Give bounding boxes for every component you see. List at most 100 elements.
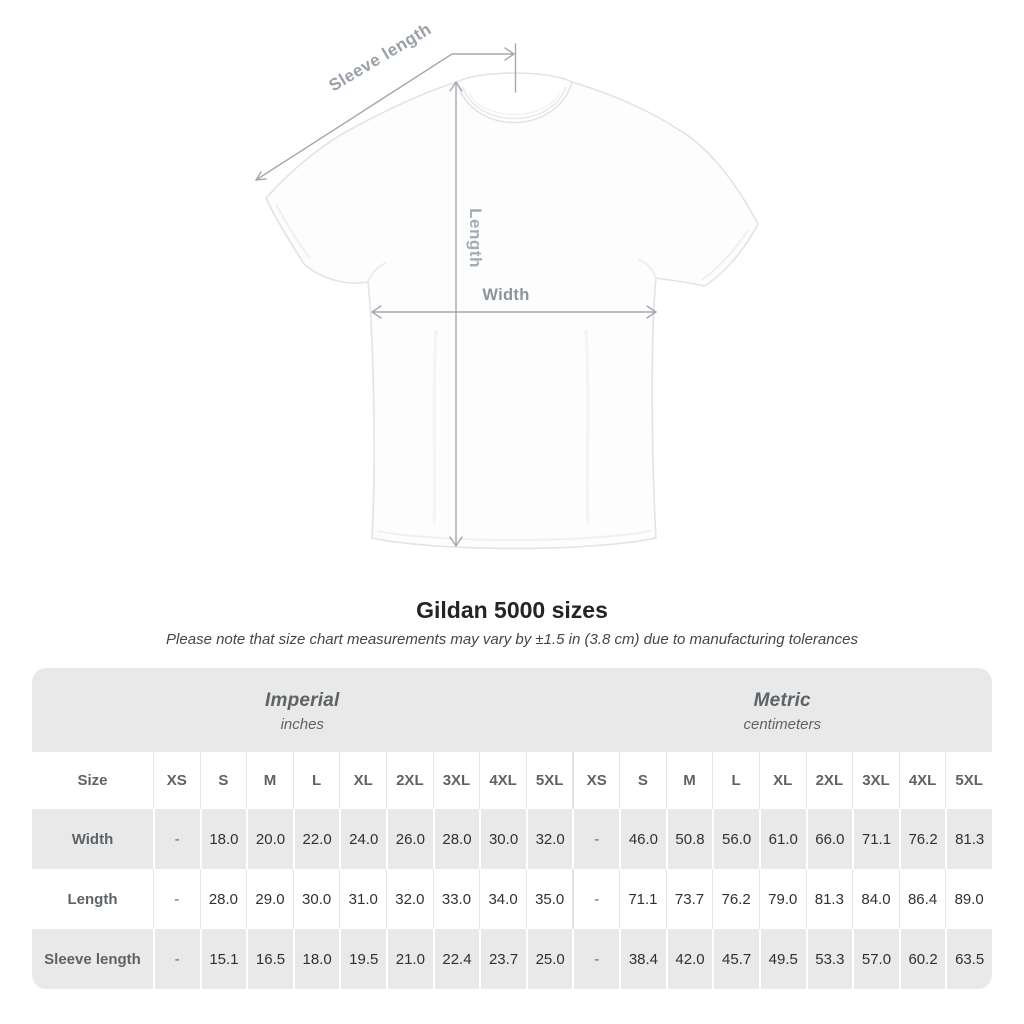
size-col-metric-l: L	[712, 752, 759, 809]
size-col-metric-xl: XL	[758, 752, 806, 809]
collar-rib-line-2	[468, 91, 561, 116]
size-col-imperial-m: M	[246, 752, 293, 809]
length-metric-3xl: 84.0	[852, 869, 899, 929]
row-label-length: Length	[67, 890, 118, 908]
sleeve-length-arrow	[255, 53, 515, 181]
length-imperial-3xl: 33.0	[432, 869, 480, 929]
size-header-label: Size	[77, 772, 108, 789]
width-imperial-m: 20.0	[246, 809, 293, 869]
width-imperial-2xl: 26.0	[386, 809, 433, 869]
sleeve-length-metric-l: 45.7	[712, 929, 759, 989]
sleeve-length-metric-m: 42.0	[665, 929, 713, 989]
length-metric-s: 71.1	[619, 869, 666, 929]
length-arrowhead-top	[449, 81, 463, 92]
width-arrowhead-right	[646, 305, 657, 319]
underarm-shadow-left	[367, 262, 387, 283]
measure-row-length: Length -28.0 29.0 30.0 31.0 32.0 33.0 34.0 35.0-…	[32, 869, 992, 929]
width-metric-2xl: 66.0	[805, 809, 853, 869]
length-imperial-l: 30.0	[292, 869, 340, 929]
width-metric-l: 56.0	[712, 809, 759, 869]
sleeve-length-arrowhead-right	[504, 47, 515, 61]
width-imperial-3xl: 28.0	[432, 809, 480, 869]
collar-rib-line	[462, 86, 567, 120]
sleeve-length-imperial-3xl: 22.4	[432, 929, 480, 989]
width-imperial-xl: 24.0	[339, 809, 386, 869]
length-imperial-5xl: 35.0	[525, 869, 573, 929]
bottom-hem-seam	[376, 530, 652, 541]
sleeve-length-imperial-xs: -	[153, 929, 200, 989]
size-col-imperial-xs: XS	[153, 752, 200, 809]
length-imperial-2xl: 32.0	[386, 869, 433, 929]
width-imperial-s: 18.0	[199, 809, 247, 869]
length-imperial-4xl: 34.0	[479, 869, 526, 929]
length-imperial-xl: 31.0	[339, 869, 386, 929]
width-metric-m: 50.8	[665, 809, 713, 869]
fabric-fold-left	[432, 329, 438, 525]
width-metric-s: 46.0	[619, 809, 666, 869]
left-cuff-seam	[275, 203, 311, 259]
sleeve-length-imperial-l: 18.0	[292, 929, 340, 989]
size-col-metric-5xl: 5XL	[945, 752, 992, 809]
length-metric-xs: -	[572, 869, 619, 929]
size-col-imperial-s: S	[199, 752, 247, 809]
metric-group-header: Metric centimeters	[573, 668, 993, 752]
fabric-fold-right	[584, 329, 590, 525]
sizes-header-row: Size XS S M L XL 2XL 3XL 4XL 5XL XS S M L XL 2XL 3XL 4XL 5…	[32, 752, 992, 809]
size-grid: Size XS S M L XL 2XL 3XL 4XL 5XL XS S M L XL 2XL 3XL 4XL 5…	[32, 752, 992, 989]
size-col-imperial-2xl: 2XL	[386, 752, 433, 809]
size-col-metric-m: M	[665, 752, 713, 809]
sleeve-length-metric-s: 38.4	[619, 929, 666, 989]
width-metric-xs: -	[572, 809, 619, 869]
sleeve-length-imperial-m: 16.5	[246, 929, 293, 989]
length-metric-xl: 79.0	[758, 869, 806, 929]
sleeve-length-imperial-xl: 19.5	[339, 929, 386, 989]
width-metric-3xl: 71.1	[852, 809, 899, 869]
underarm-shadow-right	[637, 258, 657, 279]
length-metric-l: 76.2	[712, 869, 759, 929]
size-col-metric-3xl: 3XL	[852, 752, 899, 809]
length-arrowhead-bottom	[449, 536, 463, 547]
width-metric-4xl: 76.2	[898, 809, 946, 869]
size-col-imperial-5xl: 5XL	[525, 752, 573, 809]
sleeve-length-metric-3xl: 57.0	[852, 929, 899, 989]
length-label: Length	[466, 208, 485, 268]
sleeve-length-imperial-2xl: 21.0	[386, 929, 433, 989]
imperial-group-unit: inches	[280, 715, 324, 733]
length-imperial-m: 29.0	[246, 869, 293, 929]
right-cuff-seam	[701, 229, 749, 281]
size-col-metric-s: S	[619, 752, 666, 809]
sleeve-length-metric-xs: -	[572, 929, 619, 989]
imperial-group-title: Imperial	[265, 689, 340, 711]
size-col-imperial-l: L	[292, 752, 340, 809]
width-label: Width	[482, 286, 529, 304]
measure-row-sleeve-length: Sleeve length -15.1 16.5 18.0 19.5 21.0 22.4 23…	[32, 929, 992, 989]
sleeve-length-metric-4xl: 60.2	[898, 929, 946, 989]
width-imperial-xs: -	[153, 809, 200, 869]
size-table: Imperial inches Metric centimeters Size X…	[32, 668, 992, 989]
size-col-imperial-4xl: 4XL	[479, 752, 526, 809]
length-metric-2xl: 81.3	[805, 869, 853, 929]
page-title: Gildan 5000 sizes	[416, 597, 608, 623]
sleeve-length-imperial-4xl: 23.7	[479, 929, 526, 989]
width-metric-xl: 61.0	[758, 809, 806, 869]
size-col-imperial-3xl: 3XL	[432, 752, 480, 809]
size-col-metric-2xl: 2XL	[805, 752, 853, 809]
width-imperial-4xl: 30.0	[479, 809, 526, 869]
sleeve-length-label: Sleeve length	[326, 19, 435, 95]
width-arrowhead-left	[371, 305, 382, 319]
width-imperial-l: 22.0	[292, 809, 340, 869]
width-metric-5xl: 81.3	[945, 809, 992, 869]
length-metric-5xl: 89.0	[945, 869, 992, 929]
length-metric-m: 73.7	[665, 869, 713, 929]
size-col-metric-4xl: 4XL	[898, 752, 946, 809]
imperial-group-header: Imperial inches	[32, 668, 573, 752]
sleeve-length-arrowhead-left	[255, 171, 267, 181]
sleeve-length-metric-5xl: 63.5	[945, 929, 992, 989]
sleeve-length-metric-xl: 49.5	[758, 929, 806, 989]
row-label-width: Width	[71, 830, 114, 848]
tolerance-note: Please note that size chart measurements…	[166, 631, 858, 648]
metric-group-title: Metric	[753, 689, 811, 711]
width-imperial-5xl: 32.0	[525, 809, 573, 869]
collar-back-arc	[456, 72, 573, 83]
